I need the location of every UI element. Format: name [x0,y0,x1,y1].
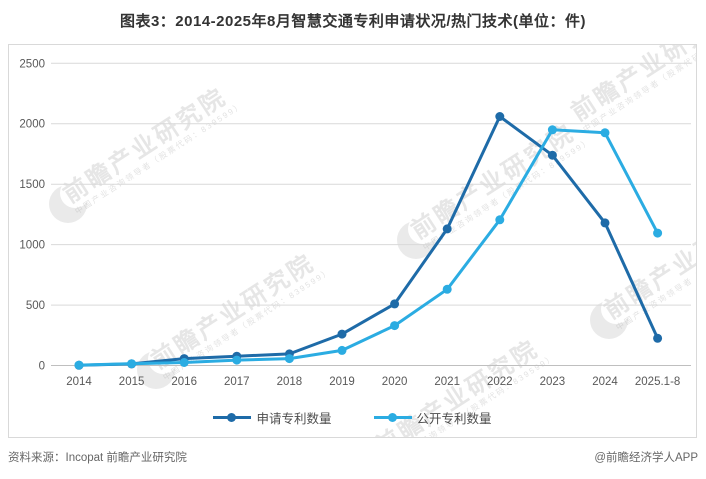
x-tick-label: 2023 [540,376,566,388]
data-point [442,284,452,294]
y-tick-label: 2500 [19,58,45,70]
legend-label: 公开专利数量 [416,411,492,426]
chart-title: 图表3：2014-2025年8月智慧交通专利申请状况/热门技术(单位：件) [119,13,587,30]
legend-label: 申请专利数量 [256,411,332,426]
x-tick-label: 2021 [434,376,460,388]
data-point [600,218,610,228]
y-tick-label: 2000 [19,119,45,131]
x-tick-label: 2016 [171,376,197,388]
data-point [495,215,505,225]
x-tick-label: 2019 [329,376,355,388]
footer: 资料来源：Incopat 前瞻产业研究院 @前瞻经济学人APP [8,449,698,465]
x-tick-label: 2015 [119,376,145,388]
legend-marker-icon [373,412,412,422]
data-point [442,224,452,234]
legend-item-0: 申请专利数量 [213,408,332,427]
chart-container: 前瞻产业研究院 中国产业咨询领导者（股票代码：839599） 前瞻产业研究院 中… [8,44,697,438]
data-point [547,150,557,160]
data-point [179,358,189,367]
x-tick-label: 2025.1-8 [635,376,680,388]
series-line [77,128,660,367]
line-chart: 0 500 1000 1500 2000 2500 2014 2015 2016 2017 2018… [19,58,691,388]
data-point [600,128,610,138]
data-point [337,329,347,339]
x-tick-label: 2014 [66,376,92,388]
legend-marker-icon [213,412,252,422]
legend-item-1: 公开专利数量 [373,408,492,427]
data-point [653,333,663,343]
x-tick-label: 2024 [592,376,618,388]
data-point [232,355,242,365]
data-point [127,359,137,369]
y-tick-label: 1500 [19,179,45,191]
x-tick-label: 2020 [382,376,408,388]
source-text: 资料来源：Incopat 前瞻产业研究院 [8,452,187,464]
y-tick-label: 500 [26,300,45,312]
data-point [390,321,400,331]
y-tick-label: 1000 [19,240,45,252]
data-point [390,299,400,309]
data-point [284,354,294,364]
credit-text: @前瞻经济学人APP [594,452,698,464]
chart-legend: 申请专利数量 公开专利数量 [9,405,696,429]
y-tick-label: 0 [39,361,45,373]
data-point [495,112,505,121]
series-line [77,115,660,367]
x-tick-label: 2017 [224,376,250,388]
x-tick-label: 2022 [487,376,513,388]
data-point [547,125,557,135]
x-tick-label: 2018 [277,376,303,388]
data-point [74,360,84,370]
data-point [337,345,347,355]
data-point [653,228,663,238]
